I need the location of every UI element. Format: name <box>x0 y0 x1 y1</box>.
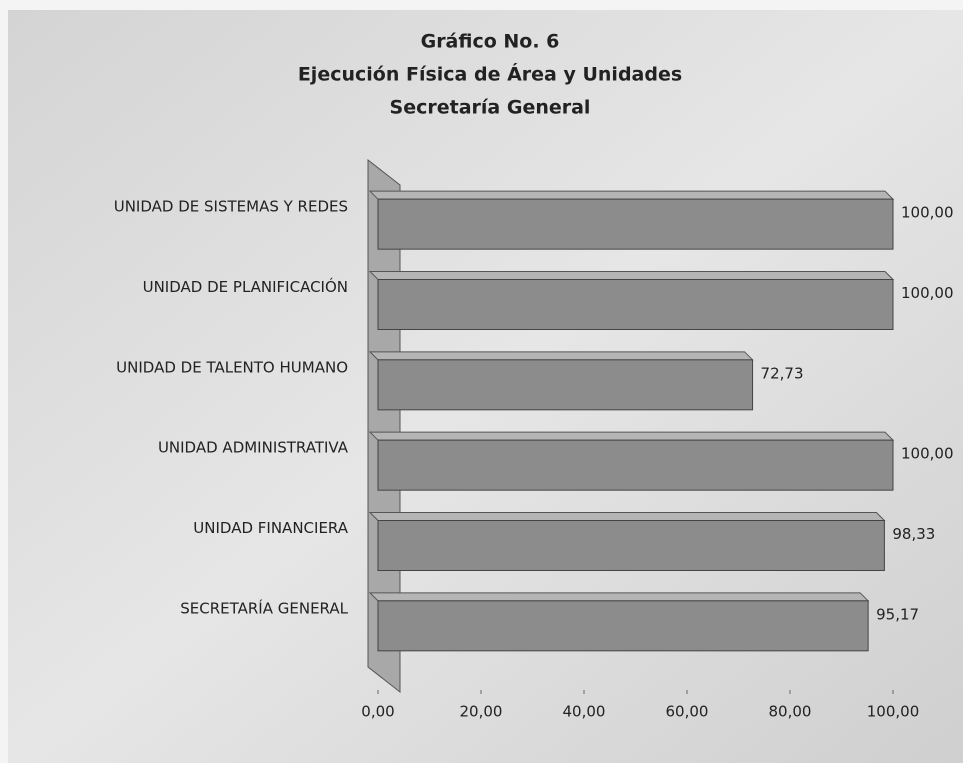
bar-top <box>368 271 895 280</box>
chart-title: Gráfico No. 6 <box>421 31 560 53</box>
bar-top <box>368 351 754 361</box>
value-label: 98,33 <box>892 525 935 543</box>
x-tick-label: 60,00 <box>666 703 709 721</box>
bar-top <box>368 431 895 441</box>
bar <box>377 600 869 652</box>
value-label: 95,17 <box>876 605 919 623</box>
value-label: 100,00 <box>901 284 954 302</box>
x-tick-label: 80,00 <box>769 703 812 721</box>
chart-title: Ejecución Física de Área y Unidades <box>298 63 682 86</box>
bar <box>377 279 894 330</box>
bar <box>377 439 894 491</box>
x-tick-label: 0,00 <box>361 703 394 721</box>
y-tick-label: UNIDAD DE TALENTO HUMANO <box>116 358 348 376</box>
bar <box>377 359 754 411</box>
y-tick-label: UNIDAD DE PLANIFICACIÓN <box>143 277 348 296</box>
chart-title: Secretaría General <box>390 97 591 119</box>
y-tick-label: UNIDAD ADMINISTRATIVA <box>158 439 349 457</box>
y-tick-label: UNIDAD DE SISTEMAS Y REDES <box>114 198 348 216</box>
y-tick-label: SECRETARÍA GENERAL <box>180 598 348 617</box>
y-tick-label: UNIDAD FINANCIERA <box>193 519 348 537</box>
x-tick-label: 40,00 <box>563 703 606 721</box>
x-tick-label: 100,00 <box>867 703 920 721</box>
bar <box>377 520 885 571</box>
bar-top <box>368 592 870 602</box>
value-label: 100,00 <box>901 204 954 222</box>
bar <box>377 198 894 250</box>
x-tick-label: 20,00 <box>460 703 503 721</box>
value-label: 72,73 <box>761 364 804 382</box>
bar-top <box>368 190 895 200</box>
bar-top <box>368 512 886 521</box>
value-label: 100,00 <box>901 445 954 463</box>
